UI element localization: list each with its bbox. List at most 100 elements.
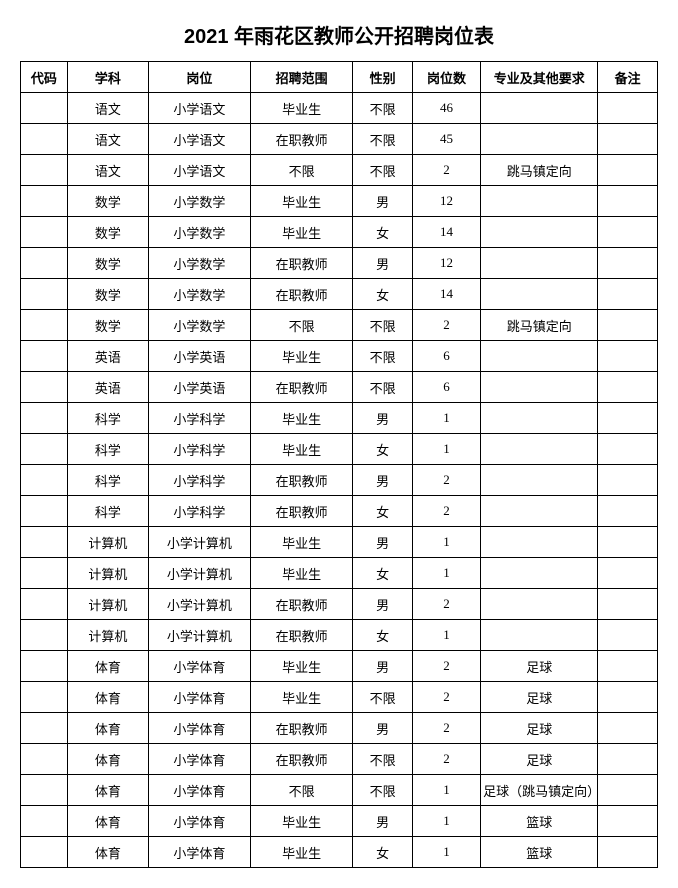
cell-subject: 计算机	[67, 527, 148, 558]
cell-req	[481, 186, 598, 217]
cell-note	[598, 744, 658, 775]
table-row: 计算机小学计算机在职教师男2	[21, 589, 658, 620]
col-header-req: 专业及其他要求	[481, 62, 598, 93]
cell-position: 小学数学	[148, 217, 250, 248]
cell-subject: 数学	[67, 248, 148, 279]
cell-count: 1	[412, 837, 480, 868]
cell-note	[598, 806, 658, 837]
cell-note	[598, 403, 658, 434]
cell-note	[598, 124, 658, 155]
cell-position: 小学数学	[148, 310, 250, 341]
cell-gender: 男	[353, 465, 413, 496]
table-row: 体育小学体育不限不限1足球（跳马镇定向）	[21, 775, 658, 806]
cell-position: 小学语文	[148, 124, 250, 155]
cell-code	[21, 744, 68, 775]
cell-note	[598, 589, 658, 620]
table-row: 科学小学科学在职教师男2	[21, 465, 658, 496]
cell-scope: 毕业生	[251, 93, 353, 124]
table-row: 计算机小学计算机毕业生女1	[21, 558, 658, 589]
cell-count: 1	[412, 403, 480, 434]
cell-scope: 在职教师	[251, 589, 353, 620]
col-header-position: 岗位	[148, 62, 250, 93]
cell-position: 小学科学	[148, 496, 250, 527]
table-header-row: 代码 学科 岗位 招聘范围 性别 岗位数 专业及其他要求 备注	[21, 62, 658, 93]
cell-gender: 男	[353, 403, 413, 434]
cell-gender: 男	[353, 713, 413, 744]
cell-gender: 男	[353, 186, 413, 217]
cell-code	[21, 527, 68, 558]
recruitment-table: 代码 学科 岗位 招聘范围 性别 岗位数 专业及其他要求 备注 语文小学语文毕业…	[20, 61, 658, 868]
cell-count: 2	[412, 496, 480, 527]
cell-code	[21, 620, 68, 651]
cell-req: 足球	[481, 713, 598, 744]
cell-gender: 不限	[353, 775, 413, 806]
cell-code	[21, 837, 68, 868]
table-row: 体育小学体育在职教师不限2足球	[21, 744, 658, 775]
cell-count: 46	[412, 93, 480, 124]
cell-note	[598, 341, 658, 372]
cell-subject: 体育	[67, 744, 148, 775]
cell-subject: 科学	[67, 434, 148, 465]
cell-count: 1	[412, 558, 480, 589]
cell-subject: 数学	[67, 217, 148, 248]
cell-scope: 在职教师	[251, 713, 353, 744]
cell-subject: 体育	[67, 651, 148, 682]
cell-req	[481, 217, 598, 248]
cell-position: 小学体育	[148, 806, 250, 837]
cell-gender: 男	[353, 527, 413, 558]
cell-scope: 毕业生	[251, 186, 353, 217]
cell-position: 小学数学	[148, 186, 250, 217]
cell-scope: 在职教师	[251, 744, 353, 775]
cell-req	[481, 248, 598, 279]
cell-scope: 毕业生	[251, 837, 353, 868]
col-header-gender: 性别	[353, 62, 413, 93]
cell-note	[598, 434, 658, 465]
table-row: 英语小学英语毕业生不限6	[21, 341, 658, 372]
cell-position: 小学数学	[148, 248, 250, 279]
table-row: 数学小学数学毕业生女14	[21, 217, 658, 248]
cell-gender: 不限	[353, 744, 413, 775]
cell-req: 跳马镇定向	[481, 310, 598, 341]
cell-position: 小学体育	[148, 837, 250, 868]
cell-code	[21, 124, 68, 155]
table-row: 科学小学科学在职教师女2	[21, 496, 658, 527]
cell-position: 小学科学	[148, 465, 250, 496]
table-row: 语文小学语文在职教师不限45	[21, 124, 658, 155]
cell-code	[21, 248, 68, 279]
table-row: 体育小学体育在职教师男2足球	[21, 713, 658, 744]
cell-scope: 在职教师	[251, 620, 353, 651]
table-row: 体育小学体育毕业生不限2足球	[21, 682, 658, 713]
cell-count: 14	[412, 217, 480, 248]
cell-code	[21, 651, 68, 682]
cell-position: 小学体育	[148, 651, 250, 682]
cell-scope: 毕业生	[251, 341, 353, 372]
cell-note	[598, 682, 658, 713]
cell-req	[481, 403, 598, 434]
cell-code	[21, 558, 68, 589]
cell-code	[21, 93, 68, 124]
cell-scope: 毕业生	[251, 403, 353, 434]
cell-count: 2	[412, 589, 480, 620]
cell-count: 2	[412, 465, 480, 496]
cell-count: 1	[412, 527, 480, 558]
cell-note	[598, 248, 658, 279]
cell-subject: 体育	[67, 806, 148, 837]
table-row: 数学小学数学在职教师男12	[21, 248, 658, 279]
cell-position: 小学科学	[148, 403, 250, 434]
cell-req	[481, 434, 598, 465]
cell-scope: 不限	[251, 155, 353, 186]
cell-req	[481, 527, 598, 558]
cell-note	[598, 155, 658, 186]
cell-position: 小学体育	[148, 682, 250, 713]
cell-gender: 男	[353, 806, 413, 837]
cell-subject: 计算机	[67, 620, 148, 651]
cell-count: 6	[412, 372, 480, 403]
cell-gender: 女	[353, 837, 413, 868]
cell-req	[481, 372, 598, 403]
cell-position: 小学计算机	[148, 558, 250, 589]
table-row: 数学小学数学毕业生男12	[21, 186, 658, 217]
cell-scope: 在职教师	[251, 465, 353, 496]
cell-subject: 计算机	[67, 558, 148, 589]
cell-scope: 毕业生	[251, 527, 353, 558]
cell-subject: 科学	[67, 465, 148, 496]
